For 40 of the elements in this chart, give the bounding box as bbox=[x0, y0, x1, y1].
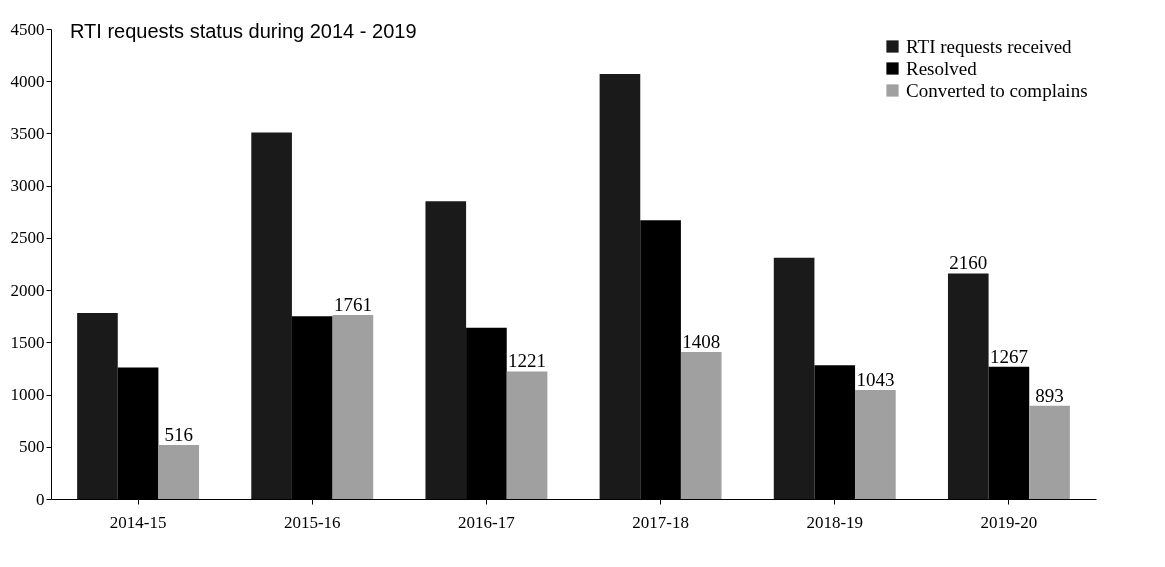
data-label: 893 bbox=[1035, 384, 1064, 406]
y-tick-label: 2000 bbox=[10, 280, 45, 300]
bar bbox=[1029, 405, 1070, 499]
bar bbox=[680, 351, 722, 499]
y-tick-label: 4500 bbox=[10, 19, 45, 39]
data-label: 1761 bbox=[333, 294, 372, 316]
data-label: 1267 bbox=[989, 345, 1028, 367]
bar bbox=[947, 273, 989, 499]
bar bbox=[425, 201, 467, 499]
x-tick-label: 2016-17 bbox=[458, 512, 516, 532]
x-tick-label: 2019-20 bbox=[980, 512, 1038, 532]
y-tick-label: 2500 bbox=[10, 228, 45, 248]
y-tick-label: 4000 bbox=[10, 71, 45, 91]
legend-label: RTI requests received bbox=[906, 35, 1073, 57]
y-tick-label: 3000 bbox=[10, 176, 45, 196]
x-tick-label: 2014-15 bbox=[109, 512, 167, 532]
bar bbox=[332, 315, 374, 499]
bar bbox=[251, 132, 292, 499]
bar bbox=[773, 257, 815, 499]
bar bbox=[855, 390, 896, 499]
y-tick-label: 1000 bbox=[10, 385, 45, 405]
data-label: 1043 bbox=[856, 369, 895, 391]
x-tick-label: 2015-16 bbox=[283, 512, 341, 532]
legend-label: Converted to complains bbox=[906, 79, 1088, 101]
data-label: 1408 bbox=[682, 330, 721, 352]
x-tick-label: 2018-19 bbox=[806, 512, 864, 532]
data-label: 1221 bbox=[508, 350, 547, 372]
y-tick-label: 500 bbox=[19, 437, 45, 457]
bar bbox=[506, 371, 548, 499]
y-tick-label: 3500 bbox=[10, 123, 45, 143]
x-tick-label: 2017-18 bbox=[632, 512, 689, 532]
bar bbox=[77, 313, 118, 499]
data-label: 516 bbox=[164, 424, 193, 446]
legend-label: Resolved bbox=[906, 57, 978, 79]
chart-title: RTI requests status during 2014 - 2019 bbox=[70, 20, 417, 42]
bar bbox=[599, 73, 641, 499]
y-tick-label: 1500 bbox=[10, 332, 45, 352]
y-tick-label: 0 bbox=[36, 489, 45, 509]
data-label: 2160 bbox=[949, 252, 988, 274]
bar bbox=[158, 445, 200, 499]
